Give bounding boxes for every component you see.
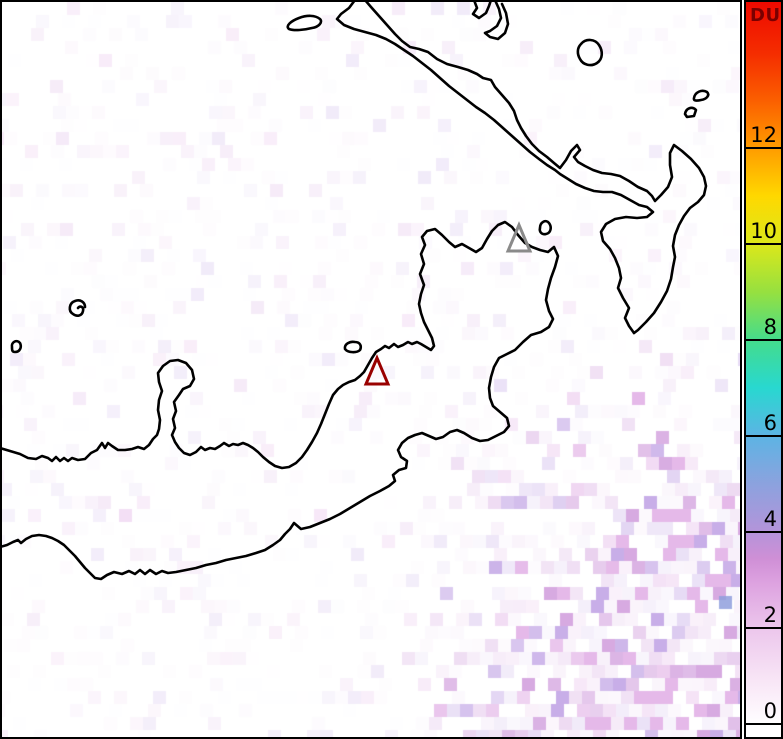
colorbar: DU 12 10 8 6 4 2 0	[744, 0, 783, 739]
colorbar-gradient	[746, 2, 781, 737]
colorbar-tick-label: 10	[749, 219, 778, 245]
new-hanover-island	[471, 2, 510, 41]
colorbar-tick-label: 6	[762, 411, 778, 437]
coastline-layer	[2, 2, 710, 581]
duke-of-york-islet	[538, 219, 552, 236]
new-ireland-west-coast	[335, 2, 655, 335]
colorbar-tick-label: 4	[762, 507, 778, 533]
islet-near-red-triangle	[343, 340, 363, 354]
volcano-triangle-gray	[505, 221, 533, 253]
west-edge-islet	[10, 339, 23, 354]
lolobau-island	[286, 14, 323, 32]
volcano-triangle-red	[363, 354, 391, 386]
garove-curl-island	[68, 299, 87, 317]
colorbar-tick-label: 8	[762, 315, 778, 341]
feni-islands	[683, 89, 710, 119]
map-area	[0, 0, 742, 739]
new-ireland-east-coast	[365, 2, 708, 335]
colorbar-tick-label: 2	[762, 603, 778, 629]
new-britain-coast	[2, 220, 560, 581]
colorbar-tick-label: 12	[749, 123, 778, 149]
djaul-island	[576, 38, 604, 67]
colorbar-tick-label: 0	[762, 699, 778, 725]
colorbar-unit-label: DU	[750, 5, 781, 26]
